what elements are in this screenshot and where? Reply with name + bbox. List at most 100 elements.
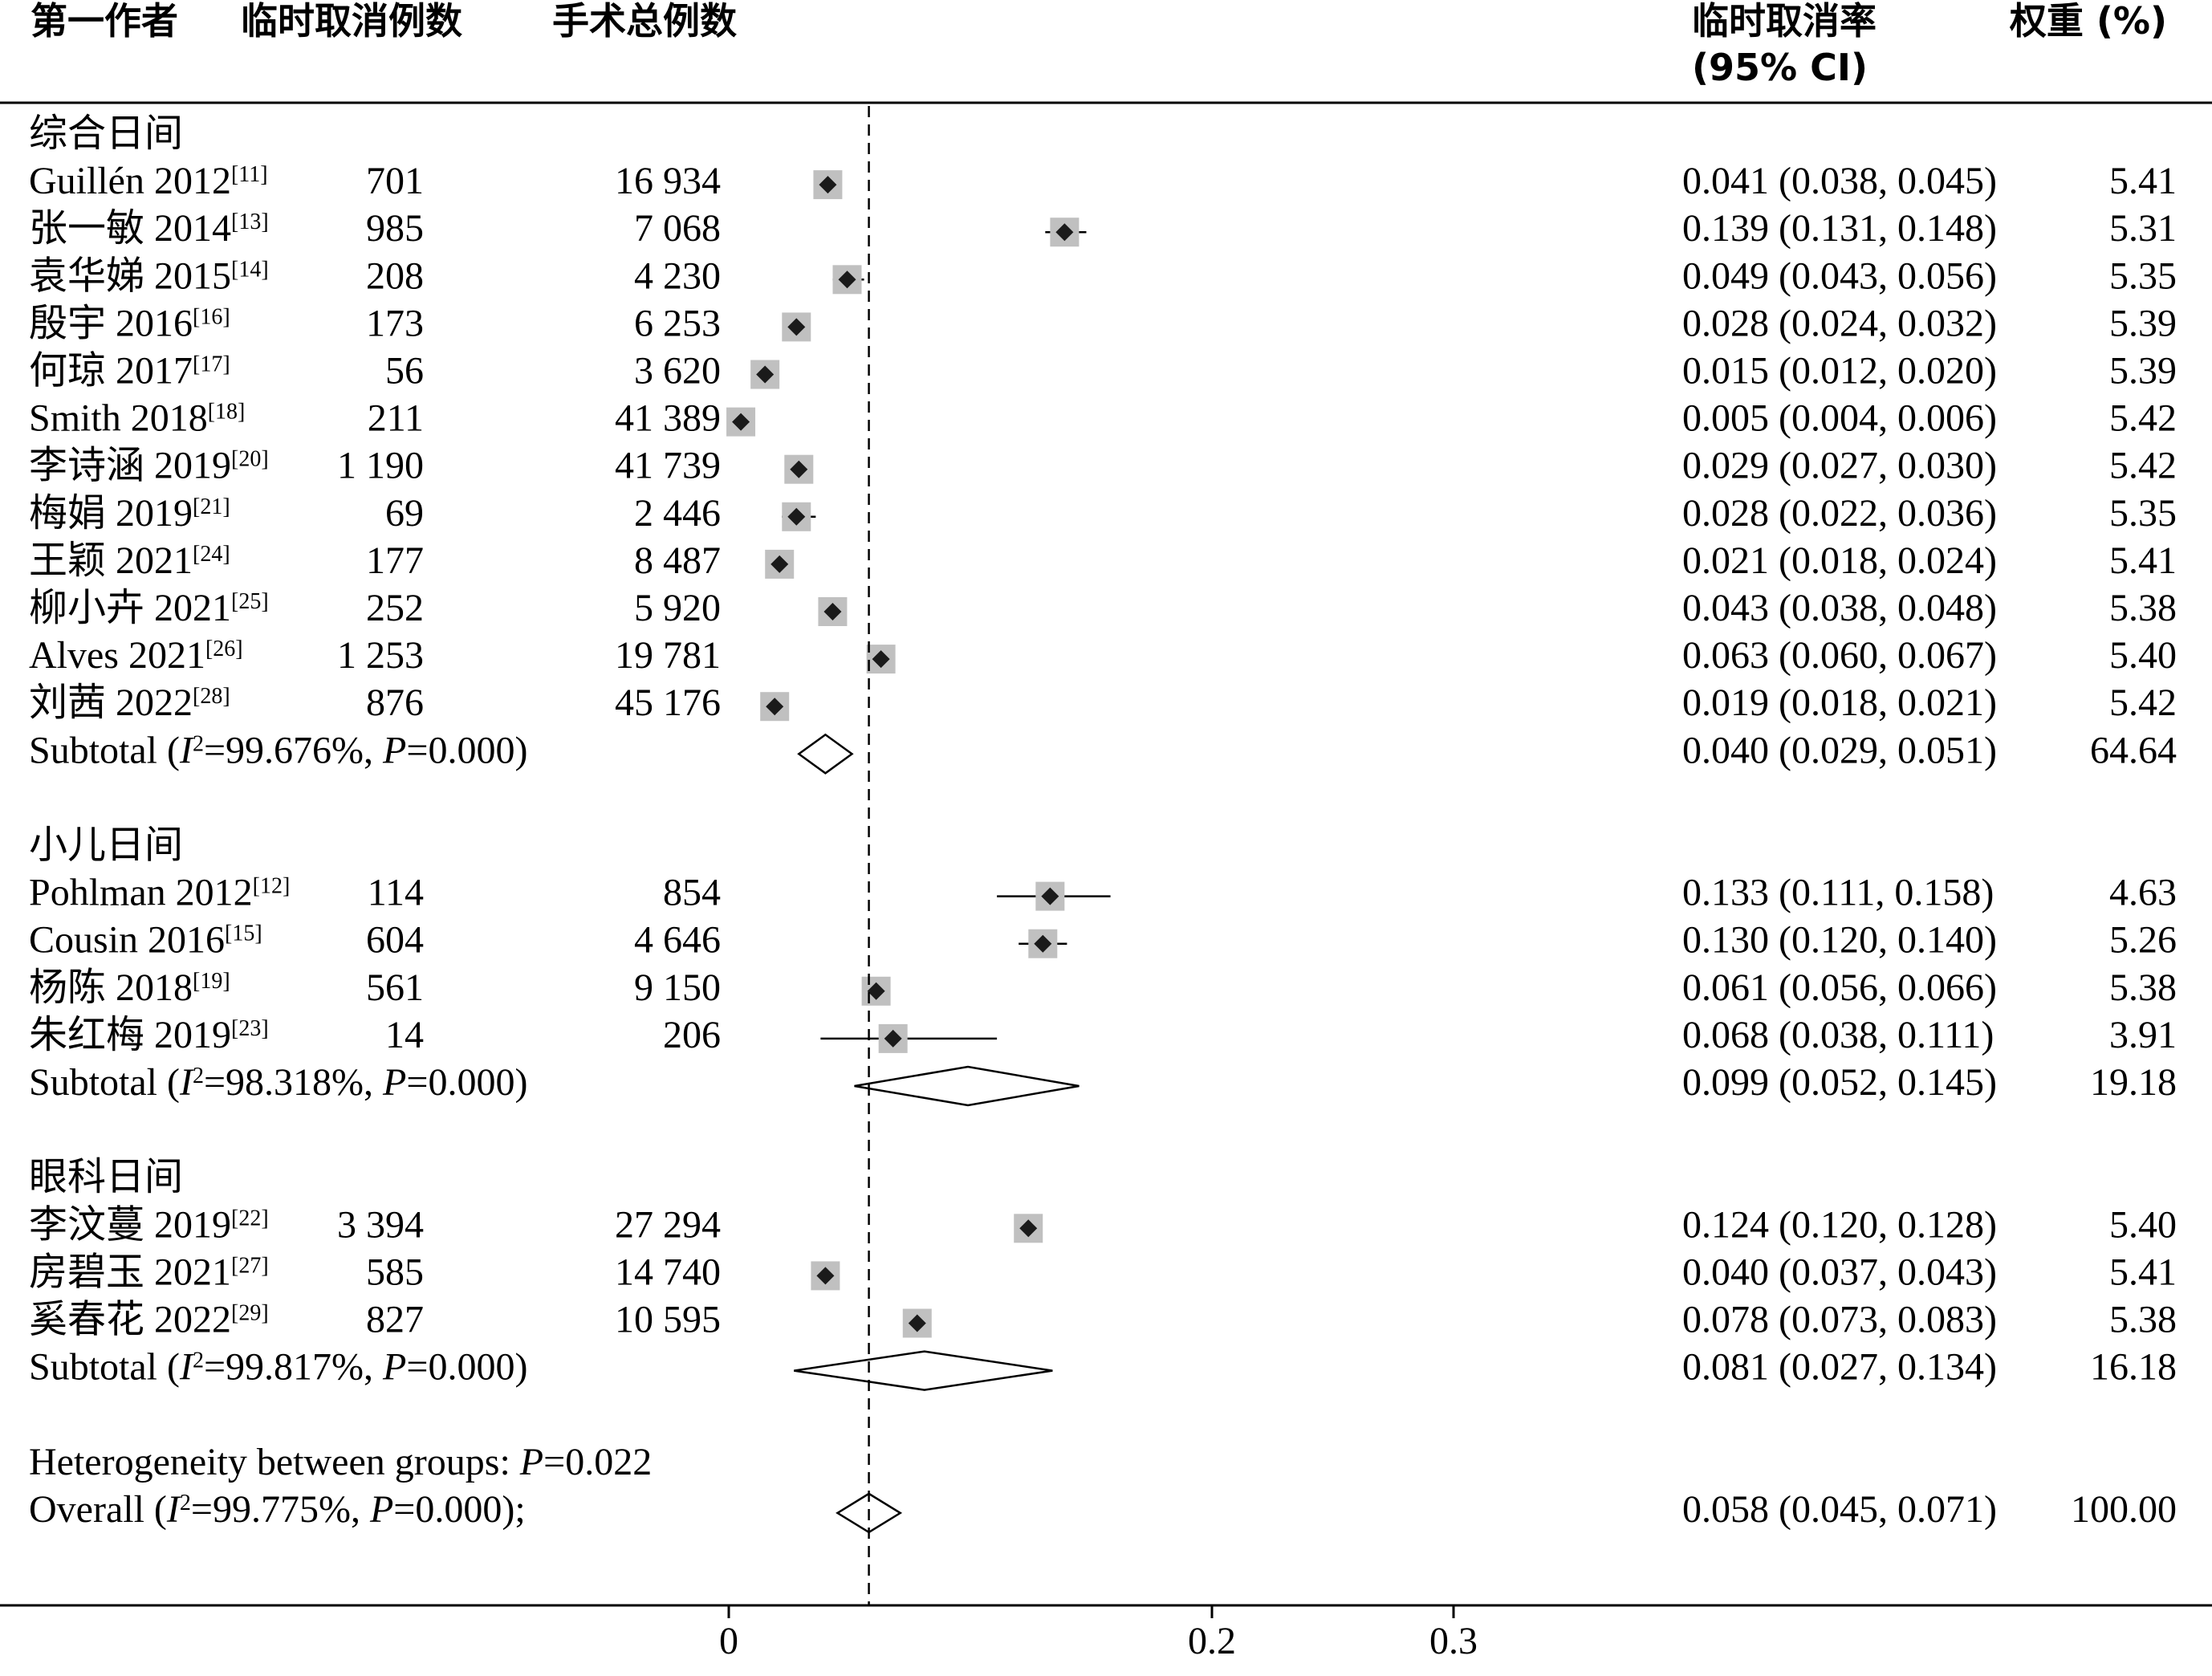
overall-stats: Overall (I2=99.775%, P=0.000); (29, 1488, 526, 1531)
header-author: 第一作者 (30, 0, 178, 43)
x-axis: 0 0.2 0.3 (0, 1604, 2212, 1662)
study-author: 梅娟 2019[21] (29, 492, 230, 535)
study-weight: 5.42 (2109, 397, 2177, 440)
point-estimate (838, 271, 856, 289)
study-rate-ci: 0.043 (0.038, 0.048) (1682, 587, 1997, 629)
point-estimate (787, 507, 806, 526)
study-cancel-count: 211 (368, 397, 424, 440)
point-estimate (732, 413, 750, 431)
study-weight: 5.35 (2109, 492, 2177, 535)
study-cancel-count: 827 (366, 1299, 424, 1341)
study-rate-ci: 0.028 (0.022, 0.036) (1682, 492, 1997, 535)
point-estimate (1055, 223, 1074, 242)
point-estimate (1041, 887, 1059, 905)
study-total-count: 41 739 (615, 445, 721, 487)
study-rate-ci: 0.130 (0.120, 0.140) (1682, 919, 1997, 962)
study-rate-ci: 0.133 (0.111, 0.158) (1682, 872, 1994, 914)
study-author: 殷宇 2016[16] (29, 302, 230, 344)
study-author: Guillén 2012[11] (29, 160, 268, 202)
point-estimate (756, 365, 775, 384)
x-tick-label: 0 (719, 1620, 738, 1662)
study-total-count: 2 446 (634, 492, 721, 535)
x-tick-label: 0.2 (1188, 1620, 1236, 1662)
study-weight: 5.41 (2109, 1251, 2177, 1293)
study-weight: 5.38 (2109, 587, 2177, 629)
subtotal-rate-ci: 0.099 (0.052, 0.145) (1682, 1061, 1997, 1104)
study-cancel-count: 1 190 (337, 445, 424, 487)
study-total-count: 16 934 (615, 160, 721, 202)
subtotal-weight: 64.64 (2090, 729, 2177, 771)
study-rate-ci: 0.139 (0.131, 0.148) (1682, 207, 1997, 250)
point-estimate (819, 176, 837, 194)
study-cancel-count: 252 (366, 587, 424, 629)
study-cancel-count: 14 (385, 1014, 424, 1056)
study-rate-ci: 0.015 (0.012, 0.020) (1682, 350, 1997, 393)
study-rate-ci: 0.124 (0.120, 0.128) (1682, 1203, 1997, 1246)
point-estimate (867, 982, 885, 1000)
subtotal-weight: 16.18 (2090, 1346, 2177, 1389)
study-weight: 5.40 (2109, 1203, 2177, 1246)
study-rate-ci: 0.068 (0.038, 0.111) (1682, 1014, 1994, 1056)
study-rate-ci: 0.063 (0.060, 0.067) (1682, 634, 1997, 677)
header-cancel-count: 临时取消例数 (241, 0, 462, 43)
study-weight: 5.40 (2109, 634, 2177, 677)
header-rate: 临时取消率 (1692, 0, 1877, 43)
subtotal-stats: Subtotal (I2=99.676%, P=0.000) (29, 729, 527, 771)
study-weight: 5.39 (2109, 350, 2177, 393)
study-cancel-count: 585 (366, 1251, 424, 1293)
header-total-count: 手术总例数 (552, 0, 737, 43)
study-rate-ci: 0.041 (0.038, 0.045) (1682, 160, 1997, 202)
study-total-count: 3 620 (634, 350, 721, 393)
study-weight: 3.91 (2109, 1014, 2177, 1056)
study-cancel-count: 114 (368, 872, 424, 914)
point-estimate (771, 555, 789, 573)
study-author: Alves 2021[26] (29, 634, 243, 677)
point-estimate (908, 1314, 926, 1332)
group-title: 小儿日间 (29, 824, 183, 867)
study-weight: 5.42 (2109, 681, 2177, 724)
subtotal-diamond (794, 1350, 1053, 1391)
study-author: Pohlman 2012[12] (29, 872, 290, 914)
column-headers: 第一作者 临时取消例数 手术总例数 临时取消率 (95% CI) 权重 (%) (30, 0, 2167, 89)
study-total-count: 7 068 (634, 207, 721, 250)
study-rate-ci: 0.028 (0.024, 0.032) (1682, 302, 1997, 344)
study-author: 张一敏 2014[13] (29, 207, 269, 250)
subtotal-stats: Subtotal (I2=98.318%, P=0.000) (29, 1061, 527, 1104)
study-cancel-count: 69 (385, 492, 424, 535)
study-cancel-count: 173 (366, 302, 424, 344)
study-total-count: 854 (663, 872, 721, 914)
study-total-count: 27 294 (615, 1203, 721, 1246)
subtotal-rate-ci: 0.081 (0.027, 0.134) (1682, 1346, 1997, 1389)
study-weight: 5.35 (2109, 254, 2177, 297)
x-tick-label: 0.3 (1429, 1620, 1478, 1662)
study-total-count: 14 740 (615, 1251, 721, 1293)
study-cancel-count: 561 (366, 966, 424, 1009)
study-weight: 5.41 (2109, 160, 2177, 202)
study-author: Smith 2018[18] (29, 397, 245, 440)
study-rate-ci: 0.005 (0.004, 0.006) (1682, 397, 1997, 440)
study-total-count: 206 (663, 1014, 721, 1056)
study-author: 李诗涵 2019[20] (29, 445, 269, 487)
study-total-count: 10 595 (615, 1299, 721, 1341)
point-estimate (790, 460, 808, 478)
header-weight: 权重 (%) (2009, 0, 2167, 43)
point-estimate (1034, 934, 1052, 953)
study-total-count: 6 253 (634, 302, 721, 344)
study-rate-ci: 0.029 (0.027, 0.030) (1682, 445, 1997, 487)
subtotal-rate-ci: 0.040 (0.029, 0.051) (1682, 729, 1997, 771)
study-weight: 5.38 (2109, 966, 2177, 1009)
study-author: 袁华娣 2015[14] (29, 254, 269, 297)
study-author: 柳小卉 2021[25] (29, 587, 269, 629)
study-cancel-count: 208 (366, 254, 424, 297)
point-estimate (1019, 1219, 1038, 1238)
study-cancel-count: 177 (366, 539, 424, 582)
study-total-count: 45 176 (615, 681, 721, 724)
overall-rate-ci: 0.058 (0.045, 0.071) (1682, 1488, 1997, 1531)
study-author: 杨陈 2018[19] (29, 966, 230, 1009)
study-total-count: 41 389 (615, 397, 721, 440)
study-cancel-count: 3 394 (337, 1203, 424, 1246)
study-rate-ci: 0.040 (0.037, 0.043) (1682, 1251, 1997, 1293)
point-estimate (872, 650, 890, 669)
study-cancel-count: 701 (366, 160, 424, 202)
subtotal-stats: Subtotal (I2=99.817%, P=0.000) (29, 1346, 527, 1389)
